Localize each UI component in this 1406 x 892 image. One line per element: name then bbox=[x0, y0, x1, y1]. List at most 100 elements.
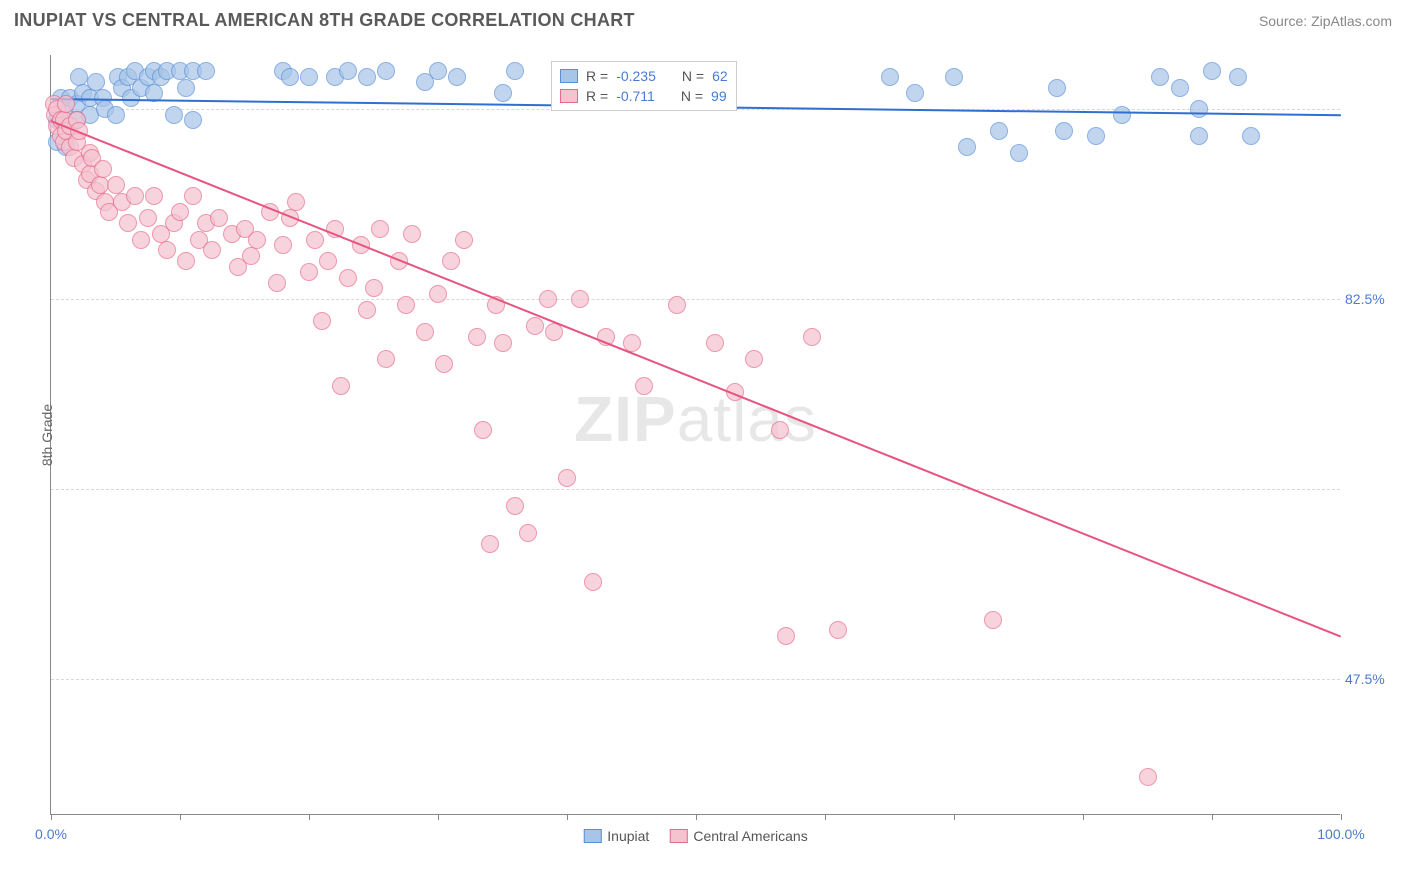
data-point bbox=[506, 62, 524, 80]
data-point bbox=[197, 62, 215, 80]
data-point bbox=[881, 68, 899, 86]
data-point bbox=[300, 68, 318, 86]
y-tick-label: 82.5% bbox=[1345, 291, 1400, 307]
data-point bbox=[145, 187, 163, 205]
x-tick bbox=[309, 814, 310, 820]
data-point bbox=[1010, 144, 1028, 162]
x-tick bbox=[696, 814, 697, 820]
stats-row: R =-0.235N =62 bbox=[560, 66, 728, 86]
data-point bbox=[990, 122, 1008, 140]
data-point bbox=[177, 252, 195, 270]
data-point bbox=[339, 269, 357, 287]
x-tick bbox=[567, 814, 568, 820]
data-point bbox=[132, 231, 150, 249]
data-point bbox=[539, 290, 557, 308]
data-point bbox=[481, 535, 499, 553]
data-point bbox=[1113, 106, 1131, 124]
data-point bbox=[365, 279, 383, 297]
data-point bbox=[184, 111, 202, 129]
data-point bbox=[139, 209, 157, 227]
data-point bbox=[358, 301, 376, 319]
data-point bbox=[70, 68, 88, 86]
legend-label: Inupiat bbox=[607, 828, 649, 844]
legend-item: Inupiat bbox=[583, 828, 649, 844]
chart-title: INUPIAT VS CENTRAL AMERICAN 8TH GRADE CO… bbox=[14, 10, 635, 31]
data-point bbox=[1139, 768, 1157, 786]
data-point bbox=[1229, 68, 1247, 86]
data-point bbox=[287, 193, 305, 211]
data-point bbox=[319, 252, 337, 270]
data-point bbox=[706, 334, 724, 352]
legend-item: Central Americans bbox=[669, 828, 807, 844]
data-point bbox=[358, 68, 376, 86]
legend-label: Central Americans bbox=[693, 828, 807, 844]
trend-line bbox=[51, 120, 1342, 638]
stats-r-value: -0.711 bbox=[616, 88, 655, 104]
x-tick bbox=[438, 814, 439, 820]
data-point bbox=[435, 355, 453, 373]
data-point bbox=[274, 236, 292, 254]
y-tick-label: 47.5% bbox=[1345, 671, 1400, 687]
data-point bbox=[474, 421, 492, 439]
data-point bbox=[158, 241, 176, 259]
legend-swatch bbox=[669, 829, 687, 843]
gridline-h bbox=[51, 679, 1340, 680]
data-point bbox=[1151, 68, 1169, 86]
data-point bbox=[429, 62, 447, 80]
data-point bbox=[210, 209, 228, 227]
data-point bbox=[184, 187, 202, 205]
stats-n-label: N = bbox=[681, 88, 703, 104]
data-point bbox=[1190, 127, 1208, 145]
data-point bbox=[1087, 127, 1105, 145]
data-point bbox=[506, 497, 524, 515]
data-point bbox=[403, 225, 421, 243]
data-point bbox=[558, 469, 576, 487]
x-tick bbox=[954, 814, 955, 820]
data-point bbox=[107, 106, 125, 124]
data-point bbox=[1055, 122, 1073, 140]
data-point bbox=[332, 377, 350, 395]
data-point bbox=[94, 160, 112, 178]
chart-header: INUPIAT VS CENTRAL AMERICAN 8TH GRADE CO… bbox=[0, 0, 1406, 37]
watermark: ZIPatlas bbox=[574, 382, 817, 456]
data-point bbox=[1190, 100, 1208, 118]
stats-r-label: R = bbox=[586, 68, 608, 84]
x-tick bbox=[1083, 814, 1084, 820]
data-point bbox=[803, 328, 821, 346]
x-tick bbox=[180, 814, 181, 820]
data-point bbox=[126, 187, 144, 205]
legend-swatch bbox=[583, 829, 601, 843]
data-point bbox=[984, 611, 1002, 629]
data-point bbox=[1048, 79, 1066, 97]
data-point bbox=[377, 62, 395, 80]
data-point bbox=[958, 138, 976, 156]
data-point bbox=[745, 350, 763, 368]
data-point bbox=[1203, 62, 1221, 80]
data-point bbox=[177, 79, 195, 97]
x-tick bbox=[1212, 814, 1213, 820]
data-point bbox=[494, 334, 512, 352]
data-point bbox=[519, 524, 537, 542]
x-tick-label: 0.0% bbox=[35, 826, 67, 842]
x-tick bbox=[1341, 814, 1342, 820]
data-point bbox=[203, 241, 221, 259]
data-point bbox=[584, 573, 602, 591]
data-point bbox=[281, 68, 299, 86]
data-point bbox=[416, 323, 434, 341]
data-point bbox=[668, 296, 686, 314]
data-point bbox=[442, 252, 460, 270]
data-point bbox=[1242, 127, 1260, 145]
data-point bbox=[777, 627, 795, 645]
data-point bbox=[248, 231, 266, 249]
y-axis-title: 8th Grade bbox=[39, 403, 55, 465]
bottom-legend: Inupiat Central Americans bbox=[583, 828, 807, 844]
data-point bbox=[906, 84, 924, 102]
gridline-h bbox=[51, 299, 1340, 300]
data-point bbox=[268, 274, 286, 292]
data-point bbox=[57, 95, 75, 113]
data-point bbox=[448, 68, 466, 86]
legend-swatch bbox=[560, 69, 578, 83]
data-point bbox=[242, 247, 260, 265]
legend-swatch bbox=[560, 89, 578, 103]
x-tick bbox=[825, 814, 826, 820]
